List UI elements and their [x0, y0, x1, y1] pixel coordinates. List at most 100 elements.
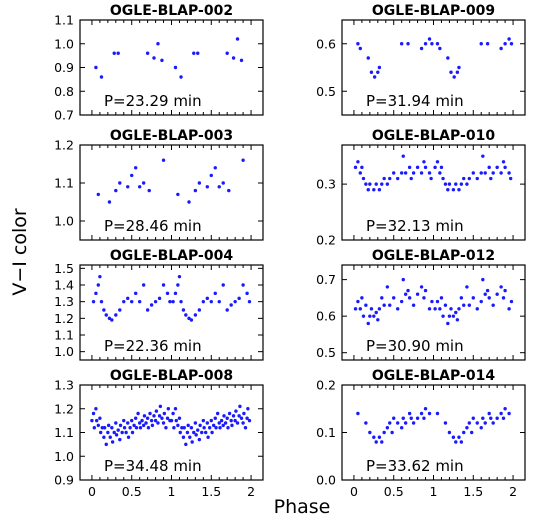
data-point — [92, 426, 97, 430]
data-point — [501, 296, 506, 300]
data-point — [98, 416, 102, 420]
data-point — [239, 416, 244, 420]
data-point — [452, 75, 456, 79]
data-point — [435, 411, 440, 416]
y-tick-label: 1.2 — [54, 311, 74, 326]
data-point — [457, 307, 461, 311]
data-point — [446, 56, 450, 60]
data-point — [217, 185, 221, 189]
data-point — [231, 56, 236, 60]
data-point — [481, 277, 485, 282]
data-point — [471, 416, 475, 420]
data-point — [126, 435, 131, 439]
data-point — [176, 423, 180, 428]
data-point — [485, 288, 490, 293]
data-point — [356, 411, 360, 416]
data-point — [372, 188, 376, 192]
data-point — [459, 440, 464, 444]
data-point — [399, 42, 404, 46]
data-point — [177, 274, 182, 279]
data-point — [358, 171, 362, 175]
data-point — [438, 46, 442, 51]
data-point — [441, 314, 445, 318]
data-point — [148, 411, 152, 416]
data-point — [194, 433, 198, 437]
data-point — [184, 442, 188, 447]
data-point — [479, 426, 483, 430]
data-point — [210, 430, 214, 435]
data-point — [179, 75, 183, 79]
data-point — [158, 404, 163, 409]
data-point — [230, 423, 234, 428]
data-point — [392, 171, 396, 175]
data-point — [419, 46, 424, 51]
x-tick-label: 0.5 — [122, 484, 142, 499]
data-point — [99, 75, 104, 79]
data-point — [234, 409, 238, 413]
data-point — [126, 421, 130, 425]
data-point — [369, 307, 374, 311]
data-point — [427, 307, 432, 311]
data-point — [479, 299, 483, 304]
data-point — [508, 176, 513, 181]
data-point — [137, 421, 142, 425]
data-point — [499, 46, 503, 51]
period-annotation: P=34.48 min — [104, 457, 202, 475]
data-point — [499, 285, 503, 289]
data-point — [112, 51, 116, 55]
data-point — [152, 414, 156, 418]
y-tick-label: 0.2 — [316, 233, 336, 248]
data-point — [94, 65, 98, 70]
data-point — [197, 437, 202, 442]
data-point — [433, 307, 437, 311]
data-point — [122, 299, 126, 304]
data-point — [487, 165, 491, 170]
data-point — [100, 426, 104, 430]
x-tick-label: 0 — [350, 484, 358, 499]
data-point — [409, 416, 413, 420]
data-point — [96, 423, 101, 428]
data-point — [419, 285, 424, 289]
data-point — [481, 154, 485, 158]
data-point — [443, 182, 448, 186]
data-point — [146, 426, 151, 430]
data-point — [110, 440, 115, 444]
y-tick-label: 0.6 — [316, 36, 336, 51]
data-point — [423, 42, 428, 46]
data-point — [221, 181, 225, 185]
data-point — [376, 70, 380, 74]
data-point — [435, 160, 440, 164]
data-point — [209, 173, 213, 178]
data-point — [130, 173, 134, 178]
data-point — [157, 296, 162, 301]
data-point — [235, 37, 240, 41]
data-point — [499, 411, 503, 416]
data-point — [114, 433, 119, 437]
data-point — [133, 416, 138, 420]
data-point — [133, 166, 138, 170]
data-point — [471, 171, 475, 175]
data-point — [91, 299, 96, 304]
data-point — [201, 299, 206, 304]
data-point — [429, 176, 433, 181]
data-point — [128, 426, 132, 430]
data-point — [406, 288, 410, 293]
y-tick-label: 0.3 — [316, 177, 336, 192]
data-point — [454, 440, 458, 444]
data-point — [217, 421, 221, 425]
data-point — [184, 313, 188, 317]
data-point — [106, 430, 110, 435]
data-point — [213, 291, 217, 296]
data-point — [134, 426, 139, 430]
data-point — [187, 200, 191, 204]
data-point — [90, 418, 94, 423]
data-point — [475, 421, 479, 425]
data-point — [219, 418, 224, 423]
data-point — [499, 171, 503, 175]
data-point — [116, 428, 120, 432]
data-point — [489, 176, 493, 181]
data-point — [435, 42, 440, 46]
data-point — [447, 182, 452, 186]
data-point — [430, 299, 434, 304]
data-point — [205, 421, 210, 425]
